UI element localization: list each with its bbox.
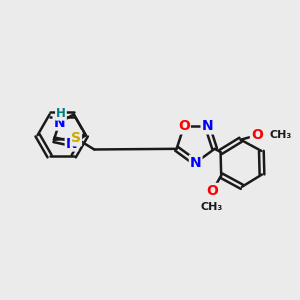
Text: S: S bbox=[71, 131, 81, 145]
Text: CH₃: CH₃ bbox=[201, 202, 223, 212]
Text: N: N bbox=[54, 116, 65, 130]
Text: N: N bbox=[202, 119, 213, 134]
Text: O: O bbox=[178, 119, 190, 134]
Text: O: O bbox=[206, 184, 218, 198]
Text: N: N bbox=[190, 156, 202, 170]
Text: CH₃: CH₃ bbox=[269, 130, 292, 140]
Text: H: H bbox=[56, 107, 66, 120]
Text: N: N bbox=[66, 136, 77, 151]
Text: O: O bbox=[251, 128, 263, 142]
